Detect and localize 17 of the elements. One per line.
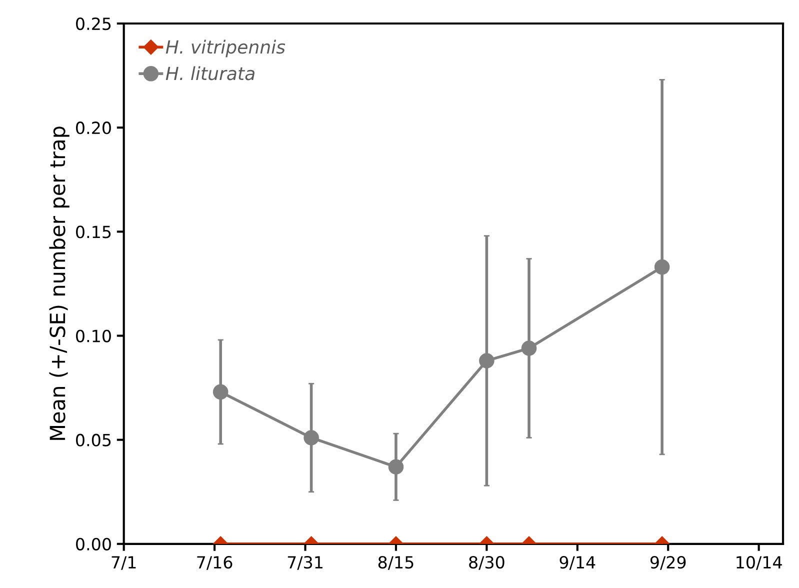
y-tick-label: 0.20: [76, 122, 111, 134]
legend-label: H. vitripennis: [166, 40, 286, 58]
y-axis-title: Mean (+/-SE) number per trap: [49, 126, 70, 440]
legend-label: H. liturata: [166, 66, 254, 80]
x-tick-label: 9/14: [560, 556, 596, 570]
x-tick-label: 7/1: [112, 556, 136, 570]
y-tick-label: 0.00: [76, 538, 111, 550]
y-tick-label: 0.05: [76, 434, 111, 446]
y-tick-label: 0.15: [76, 226, 111, 238]
y-tick-label: 0.10: [76, 330, 111, 342]
x-tick-label: 8/15: [378, 556, 414, 570]
y-tick-label: 0.25: [76, 17, 111, 30]
x-tick-label: 9/29: [650, 556, 686, 570]
x-tick-label: 8/30: [469, 556, 504, 570]
x-tick-label: 10/14: [736, 556, 782, 570]
x-tick-label: 7/16: [197, 556, 232, 570]
x-tick-label: 7/31: [288, 556, 322, 570]
